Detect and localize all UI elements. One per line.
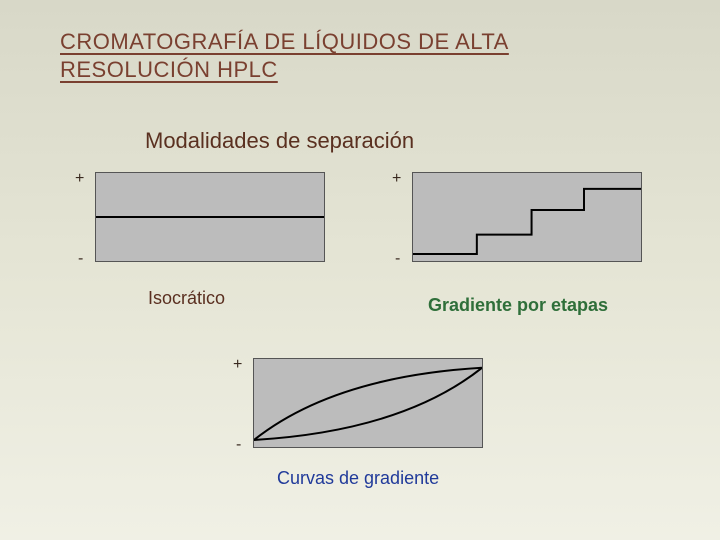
step-caption: Gradiente por etapas (428, 295, 608, 316)
isocratic-minus: - (78, 250, 83, 268)
isocratic-plus: + (75, 170, 84, 188)
slide-title: CROMATOGRAFÍA DE LÍQUIDOS DE ALTA RESOLU… (60, 28, 620, 83)
step-chart (412, 172, 642, 262)
isocratic-caption: Isocrático (148, 288, 225, 309)
isocratic-chart (95, 172, 325, 262)
curve-chart (253, 358, 483, 448)
curve-caption: Curvas de gradiente (277, 468, 439, 489)
step-minus: - (395, 250, 400, 268)
curve-minus: - (236, 436, 241, 454)
step-plus: + (392, 170, 401, 188)
slide-subtitle: Modalidades de separación (145, 128, 414, 154)
curve-plus: + (233, 356, 242, 374)
